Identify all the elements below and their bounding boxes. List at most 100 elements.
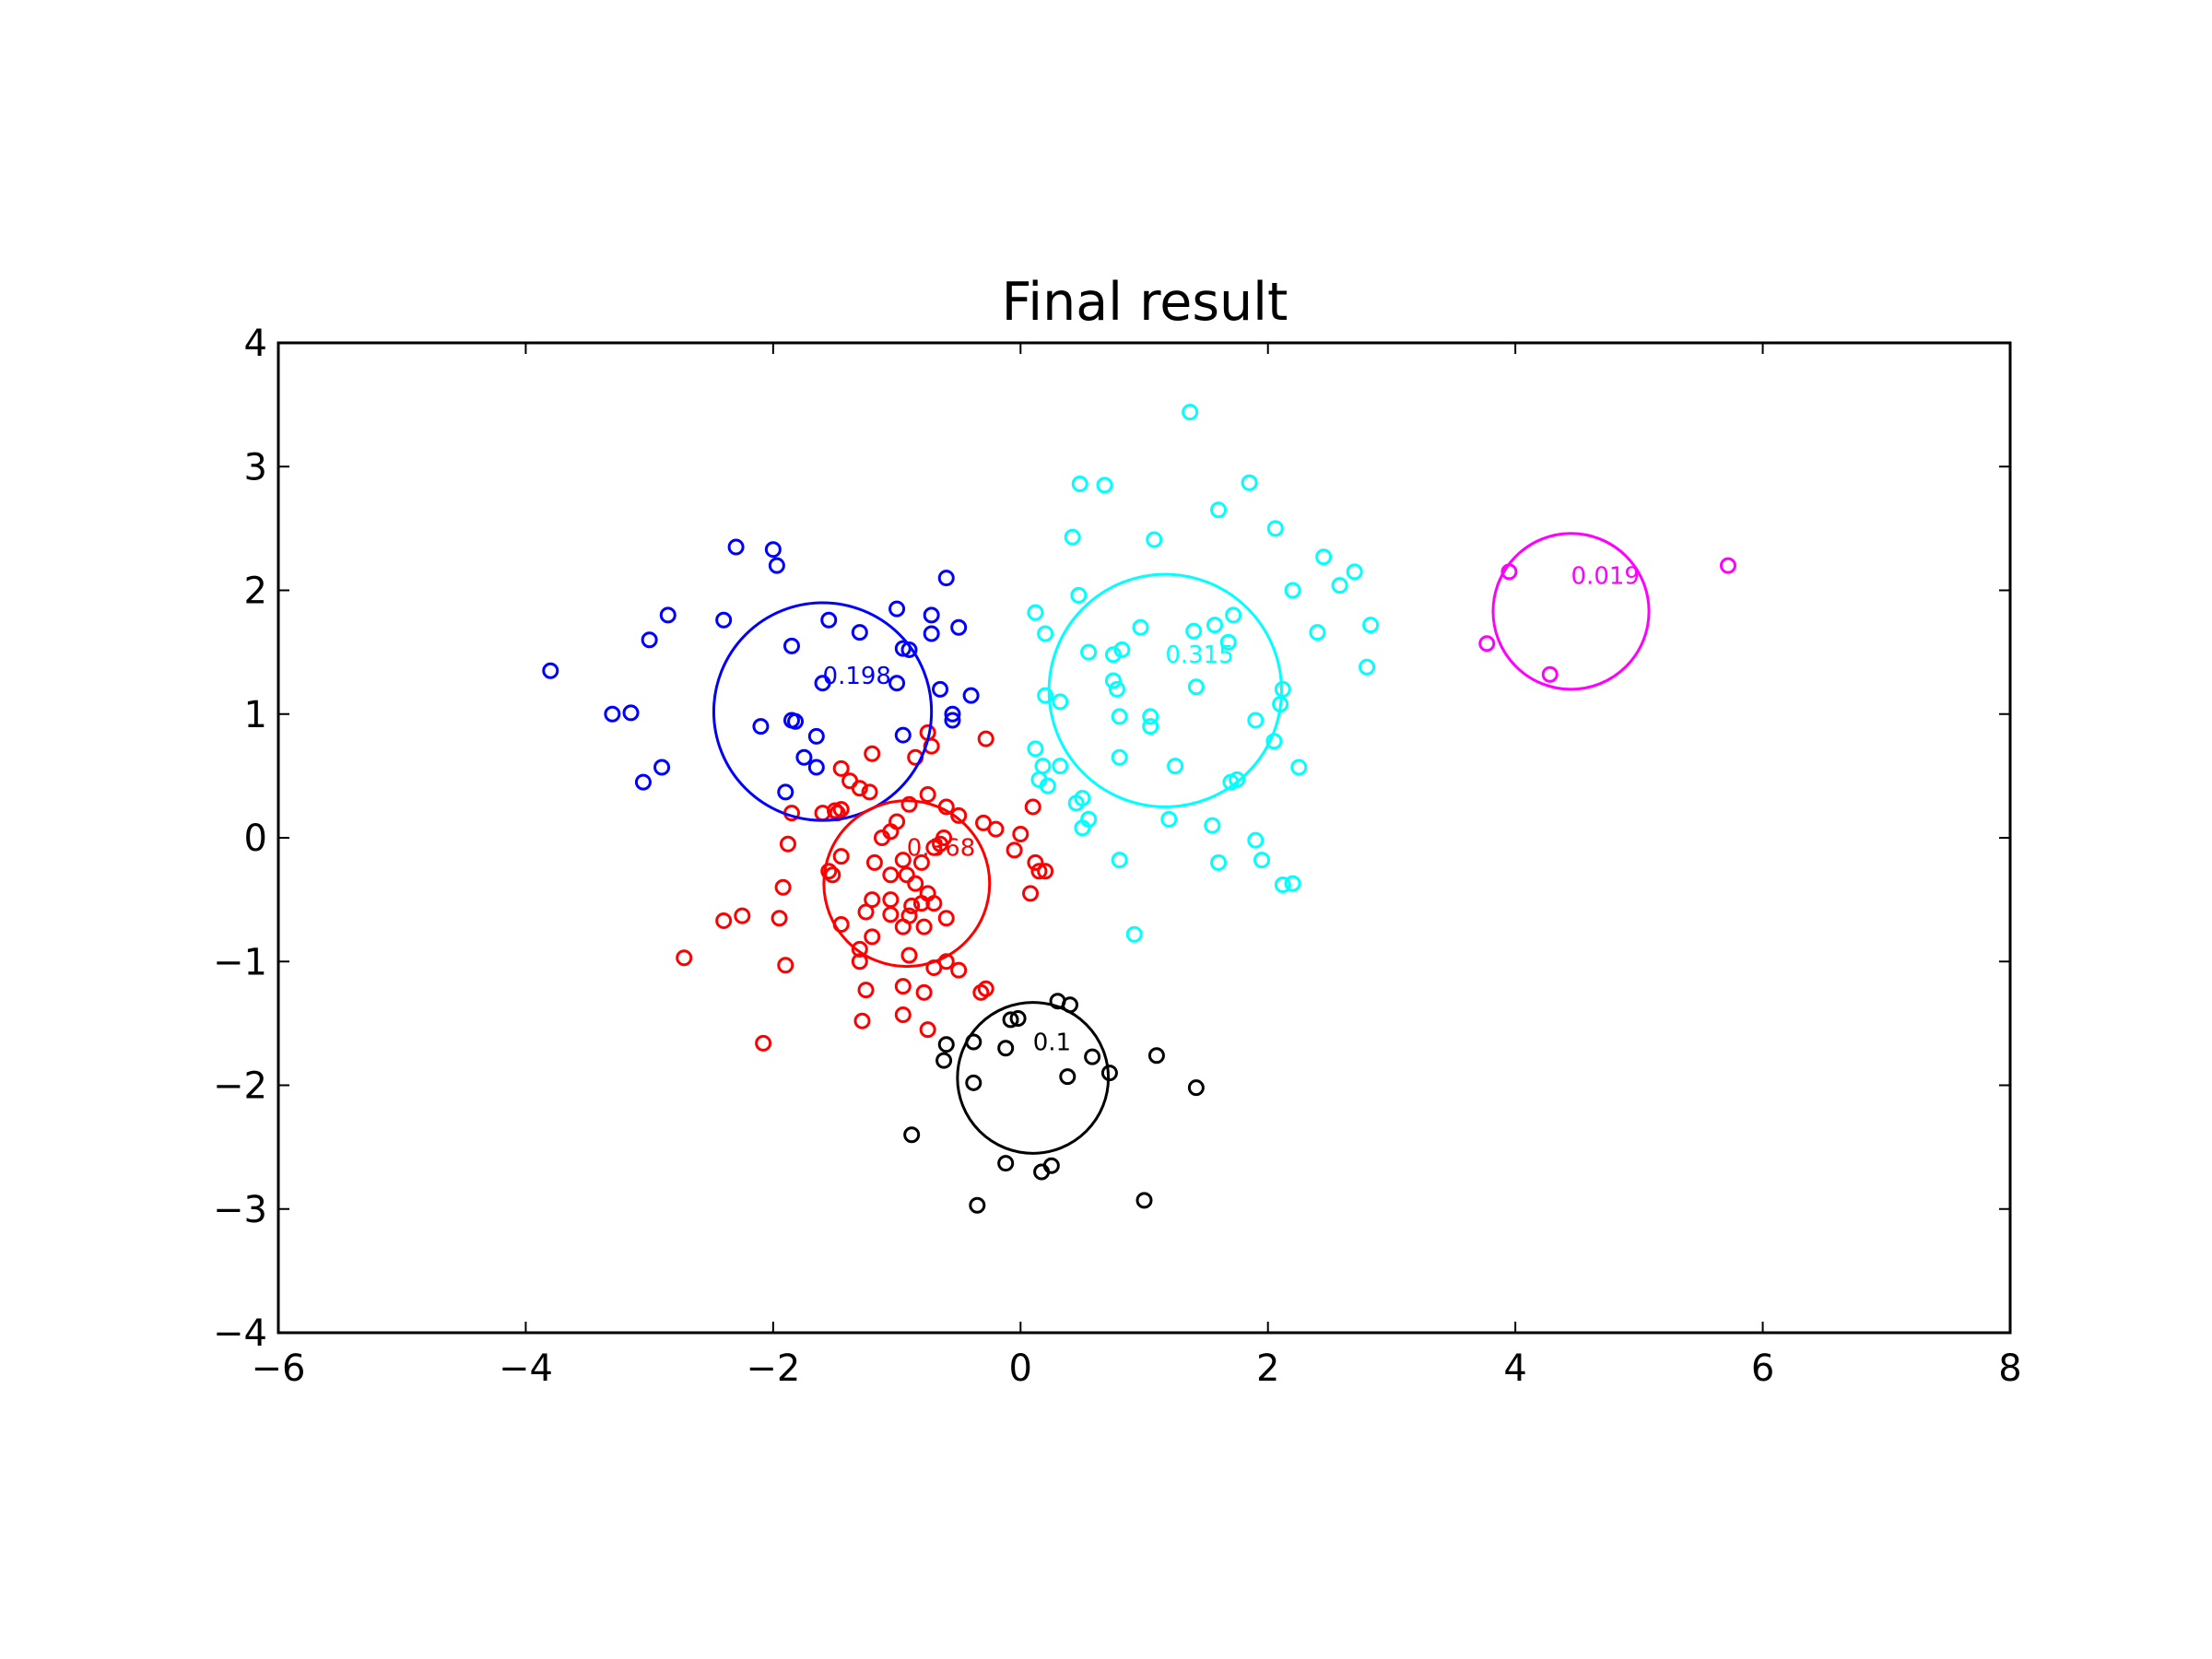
x-tick-label: 0: [1009, 1347, 1032, 1390]
data-point: [1359, 658, 1376, 676]
data-point: [851, 940, 868, 958]
data-point: [1080, 643, 1098, 661]
y-tick-label: −2: [213, 1065, 267, 1108]
x-tick-label: 8: [1998, 1347, 2021, 1390]
data-point: [1241, 474, 1258, 491]
data-point: [653, 759, 671, 776]
data-point: [807, 727, 825, 745]
data-point: [1006, 841, 1023, 859]
data-point: [1719, 557, 1736, 574]
data-point: [634, 773, 652, 791]
data-point: [777, 783, 794, 801]
data-point: [997, 1040, 1015, 1057]
y-tick-label: 4: [244, 323, 267, 365]
data-point: [1096, 477, 1113, 494]
data-point: [1074, 819, 1091, 837]
data-point: [937, 570, 955, 587]
data-point: [1290, 759, 1308, 776]
data-point: [1071, 476, 1088, 493]
data-point: [1284, 875, 1301, 892]
data-point: [950, 961, 968, 979]
y-tick-label: 0: [244, 818, 267, 860]
data-point: [1104, 672, 1122, 689]
data-point: [894, 852, 912, 869]
data-point: [1142, 718, 1159, 735]
data-point: [814, 675, 831, 692]
data-point: [853, 1012, 871, 1030]
data-point: [903, 897, 921, 914]
data-point: [1052, 758, 1069, 775]
data-point: [903, 1126, 921, 1144]
data-point: [912, 895, 930, 912]
cluster-weight-label: 0.368: [907, 835, 975, 863]
data-point: [1111, 708, 1128, 725]
data-point: [832, 759, 850, 777]
data-point: [888, 675, 906, 692]
data-point: [1132, 618, 1149, 636]
data-point: [1111, 748, 1128, 766]
x-tick-label: 4: [1503, 1347, 1526, 1390]
data-point: [727, 538, 745, 556]
data-point: [1135, 1192, 1153, 1209]
data-point: [923, 606, 940, 624]
data-point: [1027, 740, 1044, 758]
clusters-layer: 0.198 0.315 0.019 0.368 0.1: [712, 532, 1651, 1155]
data-point: [1024, 798, 1041, 816]
cluster-weight-label: 0.1: [1033, 1029, 1071, 1056]
data-point: [864, 928, 881, 946]
data-point: [1346, 563, 1363, 581]
data-point: [1331, 577, 1348, 594]
data-point: [1210, 501, 1228, 519]
data-point: [1033, 1163, 1051, 1181]
data-point: [932, 680, 949, 698]
data-point: [1315, 548, 1333, 566]
data-point: [1274, 877, 1291, 894]
data-point: [857, 982, 875, 999]
data-point: [894, 726, 912, 744]
data-point: [944, 705, 961, 723]
x-tick-label: −4: [499, 1347, 553, 1390]
data-point: [1070, 586, 1088, 604]
data-point: [900, 795, 918, 813]
data-point: [1266, 520, 1284, 537]
data-point: [900, 947, 918, 964]
data-point: [919, 1021, 936, 1039]
data-point: [851, 953, 868, 971]
data-point: [888, 600, 906, 618]
data-point: [882, 866, 900, 884]
data-point: [1253, 852, 1271, 869]
data-point: [774, 878, 792, 896]
data-point: [795, 748, 813, 766]
data-point: [1210, 853, 1228, 871]
data-point: [1160, 810, 1178, 828]
data-point: [925, 895, 943, 912]
data-point: [1362, 617, 1380, 634]
data-point: [1206, 617, 1224, 634]
data-point: [676, 949, 693, 967]
x-tick-label: 6: [1751, 1347, 1774, 1390]
data-point: [965, 1074, 982, 1091]
data-point: [715, 912, 733, 929]
data-point: [1247, 831, 1265, 849]
data-point: [919, 786, 936, 804]
data-point: [915, 918, 933, 935]
data-point: [1022, 885, 1040, 902]
data-point: [987, 820, 1005, 838]
data-point: [865, 853, 883, 871]
x-tick-label: −6: [252, 1347, 306, 1390]
data-point: [542, 662, 559, 679]
data-point: [1478, 635, 1496, 653]
data-point: [1037, 863, 1054, 880]
plot-frame: [276, 341, 2012, 1335]
data-point: [1009, 1010, 1027, 1028]
x-tick-label: 2: [1256, 1347, 1279, 1390]
data-point: [873, 830, 890, 846]
cluster-circle: [1491, 532, 1651, 691]
data-point: [820, 863, 838, 880]
data-point: [782, 637, 800, 654]
data-point: [1229, 771, 1246, 788]
data-point: [882, 906, 900, 924]
y-tick-label: −1: [213, 941, 267, 983]
data-point: [768, 557, 785, 574]
